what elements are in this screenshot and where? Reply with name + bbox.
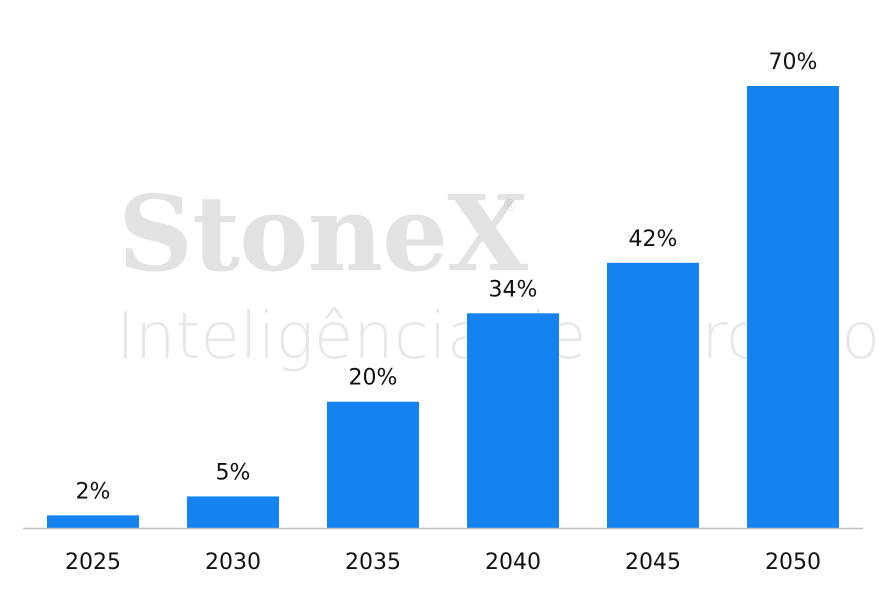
bar-2025 (47, 515, 139, 528)
value-label-2040: 34% (489, 277, 538, 302)
value-label-2025: 2% (76, 479, 111, 504)
x-tick-label-2030: 2030 (205, 550, 261, 575)
value-label-2030: 5% (216, 460, 251, 485)
bar-2035 (327, 401, 419, 528)
x-tick-label-2025: 2025 (65, 550, 121, 575)
bar-2050 (747, 86, 839, 528)
bar-2030 (187, 496, 279, 528)
value-labels-group: 2% 5% 20% 34% 42% 70% (76, 50, 818, 504)
x-tick-labels-group: 2025 2030 2035 2040 2045 2050 (65, 550, 821, 575)
x-tick-label-2050: 2050 (765, 550, 821, 575)
x-tick-label-2035: 2035 (345, 550, 401, 575)
value-label-2045: 42% (629, 227, 678, 252)
value-label-2050: 70% (769, 50, 818, 75)
bars-group (47, 86, 839, 528)
x-tick-label-2045: 2045 (625, 550, 681, 575)
bar-2045 (607, 262, 699, 528)
x-tick-label-2040: 2040 (485, 550, 541, 575)
value-label-2035: 20% (349, 366, 398, 391)
bar-2040 (467, 313, 559, 528)
